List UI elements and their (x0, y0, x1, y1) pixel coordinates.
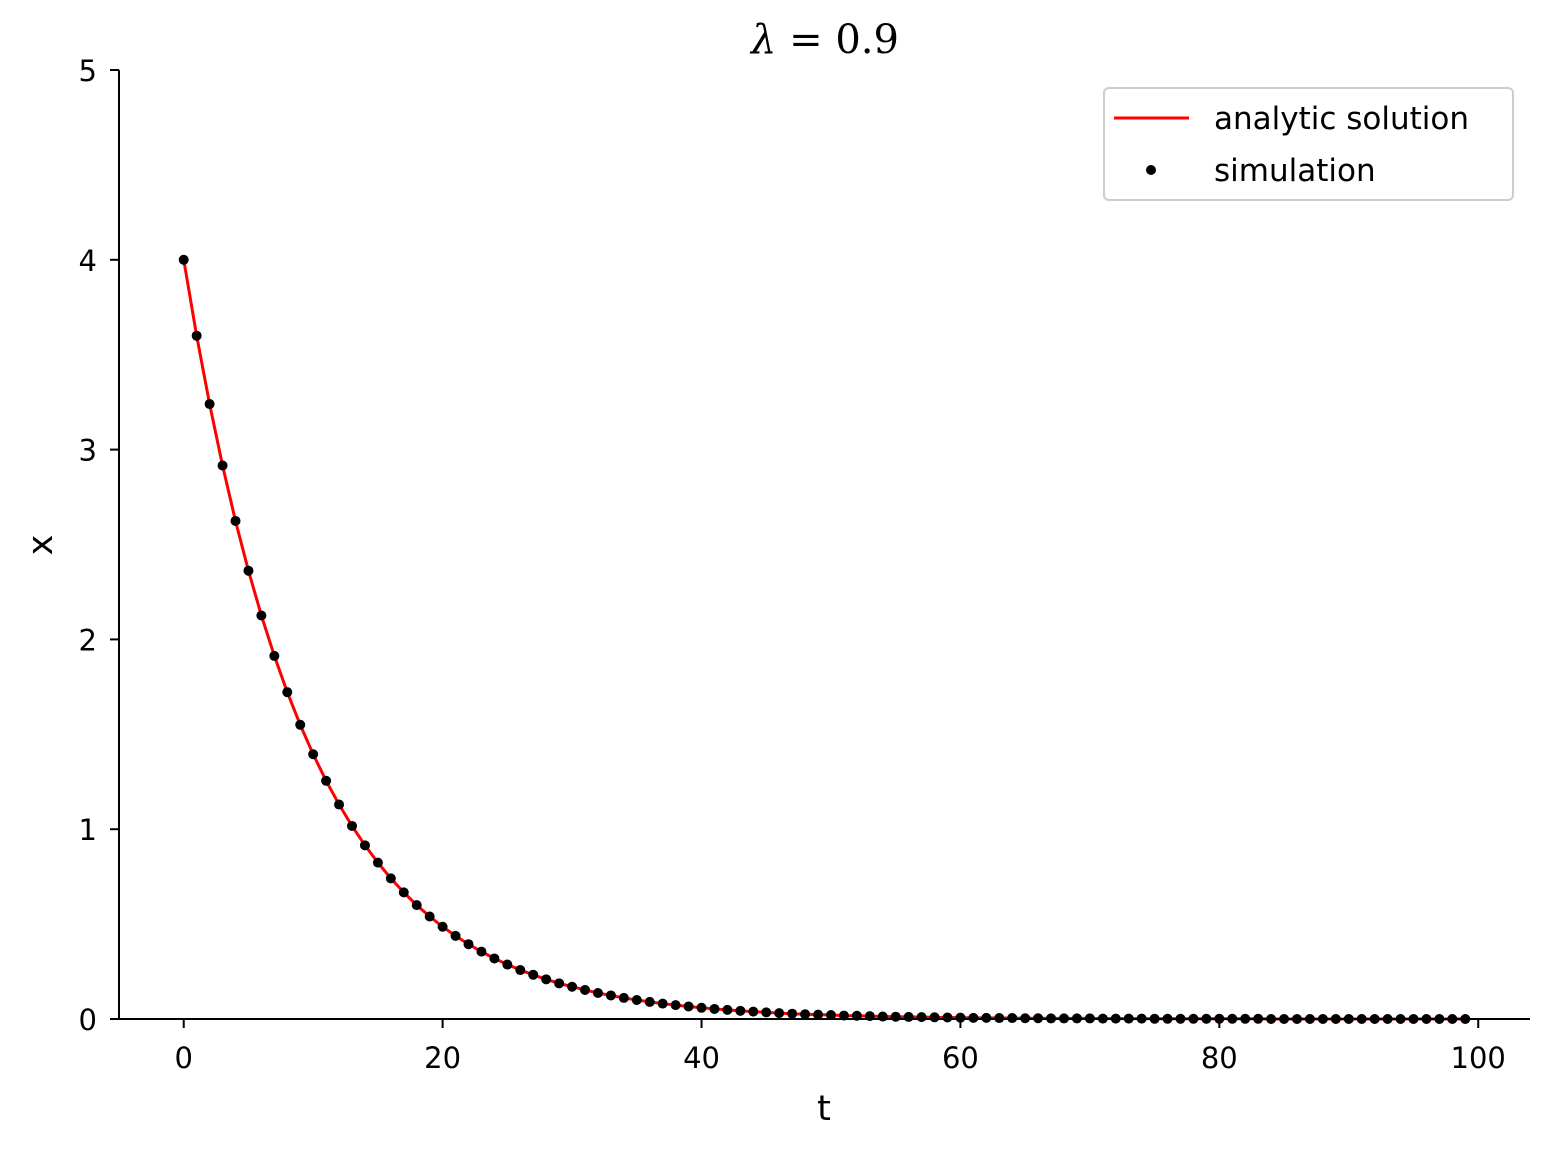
simulation-point (437, 921, 448, 932)
simulation-point (489, 953, 500, 964)
title-symbol: λ (749, 17, 776, 63)
legend-label-simulation: simulation (1214, 153, 1376, 189)
simulation-point (347, 820, 358, 831)
simulation-point (502, 959, 513, 970)
y-tick-label: 3 (79, 434, 97, 468)
simulation-point (670, 1000, 681, 1011)
legend-dot-swatch (1146, 165, 1156, 175)
y-tick-label: 5 (79, 54, 97, 88)
simulation-point (541, 974, 552, 985)
simulation-point (308, 749, 319, 760)
simulation-point (618, 992, 629, 1003)
simulation-point (230, 515, 241, 526)
simulation-point (605, 990, 616, 1001)
simulation-point (567, 981, 578, 992)
plot-area: 0 20 40 60 80 100 0 1 2 3 4 5 (79, 54, 1530, 1075)
y-tick-label: 0 (79, 1003, 97, 1037)
simulation-point (204, 399, 215, 410)
x-tick-label: 40 (683, 1041, 720, 1075)
simulation-point (929, 1012, 940, 1023)
x-tick-label: 60 (942, 1041, 979, 1075)
simulation-point (515, 965, 526, 976)
legend-label-analytic: analytic solution (1214, 101, 1469, 137)
simulation-point (631, 995, 642, 1006)
simulation-point (411, 900, 422, 911)
simulation-point (592, 988, 603, 998)
simulation-point (735, 1005, 746, 1016)
simulation-point (463, 939, 474, 950)
simulation-point (968, 1012, 979, 1023)
simulation-point (256, 610, 267, 621)
x-tick-label: 20 (424, 1041, 461, 1075)
simulation-point (385, 873, 396, 884)
simulation-point (528, 969, 539, 980)
y-tick-label: 2 (79, 623, 97, 657)
simulation-point (644, 996, 655, 1007)
simulation-point (243, 565, 254, 576)
simulation-point (657, 998, 668, 1009)
simulation-point (269, 650, 280, 661)
simulation-point (554, 978, 565, 989)
simulation-point (800, 1009, 811, 1020)
x-tick-label: 80 (1201, 1041, 1238, 1075)
simulation-point (217, 460, 228, 471)
simulation-point (981, 1012, 992, 1023)
simulation-point (877, 1011, 888, 1022)
simulation-point (709, 1003, 720, 1014)
simulation-point (903, 1011, 914, 1022)
x-tick-label: 0 (174, 1041, 192, 1075)
title-rest: = 0.9 (776, 17, 899, 63)
simulation-point (191, 330, 202, 341)
x-ticks: 0 20 40 60 80 100 (174, 1019, 1506, 1075)
y-axis-label: x (21, 535, 61, 556)
simulation-point (942, 1012, 953, 1023)
simulation-point (359, 840, 370, 851)
simulation-point (321, 775, 332, 786)
simulation-point (398, 887, 409, 898)
simulation-point (372, 857, 383, 868)
simulation-point (450, 930, 461, 941)
simulation-point (282, 687, 293, 698)
x-axis-label: t (817, 1089, 831, 1129)
simulation-point (955, 1012, 966, 1023)
y-tick-label: 1 (79, 813, 97, 847)
simulation-point (696, 1002, 707, 1013)
simulation-point (334, 799, 345, 810)
simulation-point (722, 1004, 733, 1015)
simulation-point (178, 254, 189, 265)
simulation-point (295, 719, 306, 730)
simulation-point (761, 1007, 772, 1018)
y-ticks: 0 1 2 3 4 5 (79, 54, 119, 1037)
simulation-point (890, 1011, 901, 1022)
chart-title: λ = 0.9 (749, 17, 899, 63)
simulation-point (825, 1010, 836, 1021)
legend-frame (1103, 87, 1514, 201)
simulation-point (476, 946, 487, 957)
simulation-point (813, 1009, 824, 1020)
y-tick-label: 4 (79, 244, 97, 278)
simulation-point (748, 1006, 759, 1017)
simulation-point (683, 1001, 694, 1012)
legend: analytic solution simulation (1103, 87, 1514, 201)
simulation-point (787, 1008, 798, 1019)
simulation-point (774, 1008, 785, 1019)
simulation-point (580, 984, 591, 995)
x-tick-label: 100 (1451, 1041, 1506, 1075)
simulation-point (916, 1012, 927, 1023)
simulation-point (424, 911, 435, 922)
